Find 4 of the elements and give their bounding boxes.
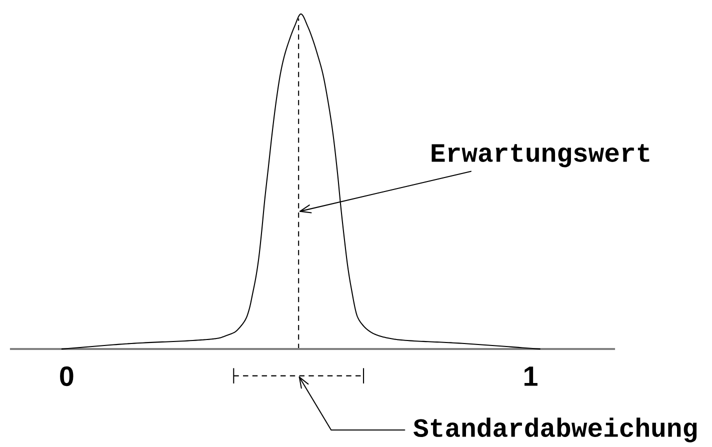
- x-tick-label: 1: [524, 366, 538, 386]
- x-tick-label: 0: [60, 366, 74, 386]
- annotation: Erwartungswert: [432, 144, 650, 168]
- annotation: Standardabweichung: [414, 418, 697, 442]
